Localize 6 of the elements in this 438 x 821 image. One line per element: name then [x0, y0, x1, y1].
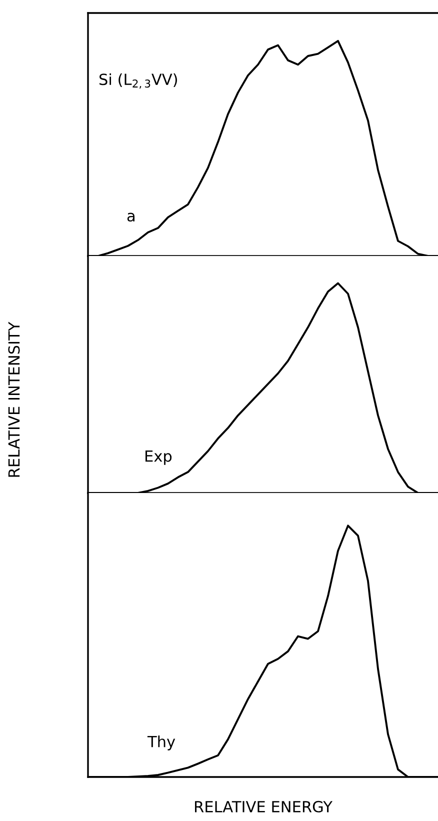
- x-axis-title: RELATIVE ENERGY: [195, 800, 333, 812]
- annotation: Exp: [146, 450, 172, 465]
- annotation: a: [127, 212, 134, 222]
- annotation: Si (L$_{2,3}$VV): [100, 73, 177, 89]
- y-axis-title: RELATIVE INTENSITY: [8, 322, 20, 477]
- annotation: Thy: [147, 736, 176, 750]
